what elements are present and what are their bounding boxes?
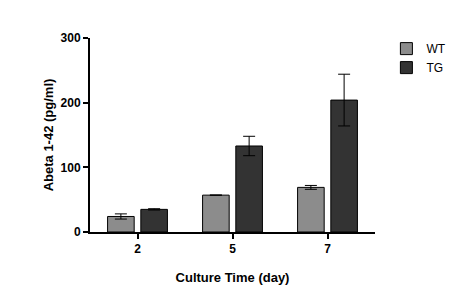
svg-text:WT: WT: [426, 42, 445, 56]
svg-text:7: 7: [324, 242, 331, 256]
svg-text:2: 2: [134, 242, 141, 256]
svg-text:Abeta 1-42 (pg/ml): Abeta 1-42 (pg/ml): [41, 79, 56, 192]
svg-text:0: 0: [74, 225, 81, 239]
svg-text:TG: TG: [426, 61, 443, 75]
svg-text:200: 200: [61, 96, 81, 110]
svg-text:Culture Time (day): Culture Time (day): [176, 270, 290, 285]
svg-text:5: 5: [229, 242, 236, 256]
svg-text:300: 300: [61, 31, 81, 45]
svg-text:100: 100: [61, 161, 81, 175]
